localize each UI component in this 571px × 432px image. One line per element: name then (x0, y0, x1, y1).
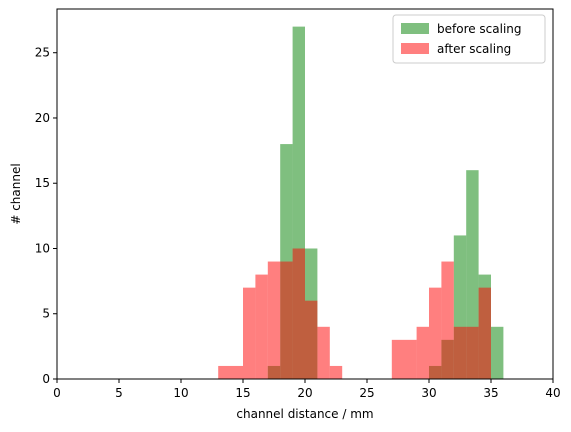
x-tick-label: 35 (483, 386, 498, 400)
y-axis-label: # channel (9, 163, 23, 224)
after-scaling-bar (255, 274, 268, 379)
x-axis-label: channel distance / mm (236, 407, 373, 421)
x-tick-label: 5 (115, 386, 123, 400)
legend-label: before scaling (437, 22, 522, 36)
x-tick-label: 15 (235, 386, 250, 400)
y-tick-label: 15 (35, 176, 50, 190)
legend-label: after scaling (437, 42, 511, 56)
legend: before scaling after scaling (392, 14, 546, 64)
after-scaling-bar (280, 261, 293, 379)
y-tick-label: 10 (35, 241, 50, 255)
y-tick-label: 25 (35, 46, 50, 60)
after-scaling-bar (329, 365, 343, 379)
y-tick-label: 20 (35, 111, 50, 125)
legend-box (392, 14, 546, 64)
y-axis: 0 5 10 15 20 25 (35, 46, 57, 386)
y-tick-label: 5 (42, 307, 50, 321)
after-scaling-bar (429, 287, 442, 379)
x-axis: 0 5 10 15 20 25 30 35 40 (53, 379, 561, 400)
after-scaling-bar (453, 326, 467, 379)
after-scaling-bar (416, 326, 429, 379)
after-scaling-bar (466, 326, 479, 379)
after-scaling-bar (218, 365, 243, 379)
after-scaling-bar (243, 287, 256, 379)
after-scaling-bar (317, 326, 330, 379)
before-scaling-bar (491, 326, 504, 379)
after-scaling-bar (391, 339, 417, 379)
x-tick-label: 10 (173, 386, 188, 400)
x-tick-label: 20 (297, 386, 312, 400)
x-tick-label: 25 (359, 386, 374, 400)
before-scaling-bar (466, 170, 479, 379)
after-scaling-bar (478, 287, 491, 379)
after-scaling-bar (267, 261, 281, 379)
legend-swatch (401, 23, 429, 34)
histogram-bars (218, 26, 504, 380)
y-tick-label: 0 (42, 372, 50, 386)
after-scaling-bar (292, 248, 305, 379)
after-scaling-bar (441, 261, 454, 379)
x-tick-label: 0 (53, 386, 61, 400)
legend-swatch (401, 43, 429, 54)
x-tick-label: 30 (421, 386, 436, 400)
after-scaling-bar (305, 300, 318, 379)
x-tick-label: 40 (545, 386, 560, 400)
